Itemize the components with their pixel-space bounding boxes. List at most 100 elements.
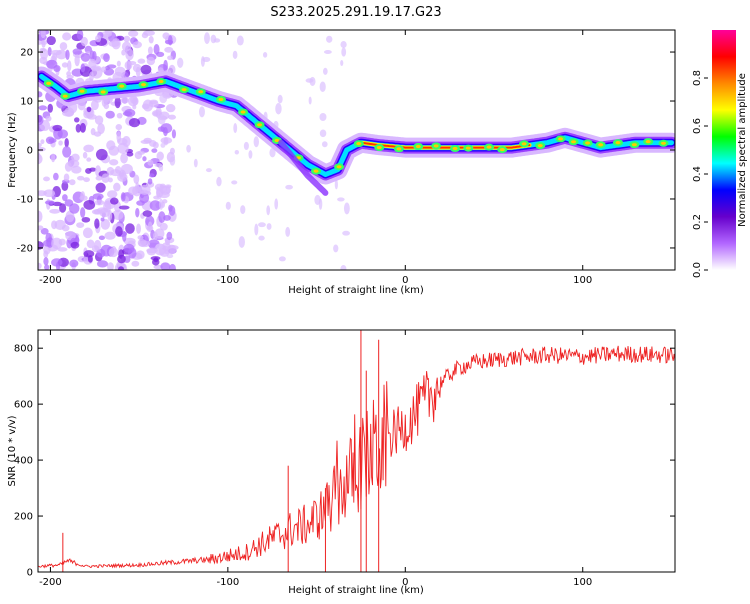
noise-blob: [136, 223, 141, 234]
noise-blob: [105, 110, 115, 119]
noise-blob: [101, 66, 107, 73]
noise-blob: [167, 55, 174, 61]
noise-blob: [40, 139, 45, 145]
noise-blob: [40, 30, 46, 39]
ridge-blob-core: [274, 138, 280, 143]
noise-blob: [108, 247, 119, 258]
noise-blob: [114, 96, 121, 109]
noise-blob: [76, 175, 85, 181]
noise-blob: [80, 207, 86, 218]
noise-blob: [51, 258, 63, 267]
ridge-blob-core: [140, 83, 146, 87]
ridge-blob-core: [585, 141, 591, 145]
ridge-blob-core: [79, 89, 85, 93]
noise-blob: [89, 50, 95, 61]
noise-blob: [85, 168, 92, 174]
noise-blob: [52, 124, 63, 132]
ridge-blob-core: [119, 84, 125, 88]
noise-blob: [340, 41, 347, 48]
noise-blob: [38, 105, 48, 111]
noise-blob: [38, 146, 46, 152]
noise-blob: [93, 209, 101, 215]
noise-blob: [117, 142, 129, 154]
noise-blob: [145, 215, 155, 227]
bottom-y-tick-label: 600: [14, 400, 33, 411]
noise-blob: [143, 137, 152, 144]
noise-blob: [94, 199, 105, 206]
noise-blob: [125, 48, 134, 61]
noise-blob: [107, 262, 114, 270]
noise-blob: [248, 150, 253, 159]
noise-blob: [167, 244, 177, 255]
noise-blob: [231, 180, 238, 185]
noise-blob: [124, 60, 133, 70]
noise-blob: [65, 49, 70, 60]
noise-blob: [49, 208, 61, 214]
noise-blob: [109, 159, 119, 166]
noise-blob: [121, 41, 132, 52]
noise-blob: [43, 250, 49, 258]
noise-blob: [107, 209, 113, 222]
noise-blob: [202, 56, 211, 63]
noise-blob: [123, 243, 135, 253]
noise-blob: [70, 241, 80, 249]
noise-blob: [233, 122, 238, 134]
noise-blob: [334, 179, 338, 190]
ridge-blob-core: [486, 145, 492, 149]
noise-blob: [117, 172, 128, 182]
noise-blob: [62, 146, 72, 158]
noise-blob: [342, 230, 350, 236]
noise-blob: [137, 235, 144, 240]
noise-blob: [258, 235, 265, 241]
noise-blob: [86, 106, 92, 113]
noise-blob: [95, 148, 108, 161]
noise-blob: [38, 225, 44, 231]
bottom-x-tick-label: -100: [217, 577, 240, 588]
noise-blob: [86, 157, 92, 162]
colorbar: 0.0 0.2 0.4 0.6 0.8 Normalized spectral ampl…: [692, 30, 748, 278]
noise-blob: [45, 115, 52, 122]
colorbar-tick-label: 0.0: [692, 262, 703, 278]
noise-blob: [130, 95, 138, 104]
noise-blob: [166, 254, 174, 259]
noise-blob: [117, 254, 126, 264]
noise-blob: [62, 32, 72, 41]
noise-blob: [135, 181, 140, 194]
noise-blob: [58, 140, 63, 146]
noise-blob: [254, 223, 259, 236]
noise-blob: [95, 34, 102, 43]
noise-blob: [136, 250, 145, 260]
noise-blob: [128, 30, 139, 37]
noise-blob: [122, 111, 133, 117]
noise-blob: [83, 144, 94, 153]
noise-blob: [168, 114, 177, 120]
noise-blob: [97, 123, 105, 135]
noise-blob: [120, 97, 129, 104]
noise-blob: [118, 205, 130, 210]
noise-blob: [126, 151, 134, 157]
noise-blob: [160, 262, 171, 270]
ridge-blob-core: [598, 143, 604, 147]
noise-blob: [94, 115, 104, 125]
colorbar-label: Normalized spectral amplitude: [737, 73, 748, 227]
noise-blob: [39, 47, 46, 53]
noise-blob: [44, 200, 56, 205]
noise-blob: [89, 71, 94, 82]
ridge-blob-core: [521, 142, 527, 146]
colorbar-tick-label: 0.4: [692, 166, 703, 182]
noise-blob: [43, 189, 56, 198]
noise-blob: [59, 203, 67, 213]
noise-blob: [323, 49, 332, 55]
noise-blob: [164, 46, 174, 53]
noise-blob: [38, 91, 43, 98]
noise-blob: [225, 201, 231, 210]
noise-blob: [82, 227, 93, 239]
noise-blob: [139, 192, 150, 204]
ridge-blob-core: [181, 88, 187, 92]
noise-blob: [116, 60, 121, 67]
noise-blob: [48, 138, 57, 143]
ridge-blob-core: [376, 145, 382, 150]
noise-blob: [93, 131, 102, 137]
noise-blob: [308, 96, 312, 105]
noise-blob: [164, 39, 174, 45]
